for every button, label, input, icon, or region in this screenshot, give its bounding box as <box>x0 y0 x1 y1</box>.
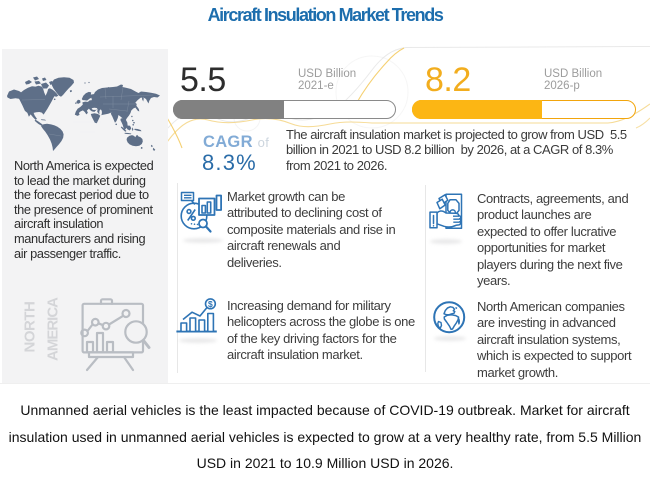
svg-text:$: $ <box>208 299 213 309</box>
svg-text:AMERICA: AMERICA <box>44 297 61 361</box>
svg-text:NORTH: NORTH <box>21 302 38 353</box>
